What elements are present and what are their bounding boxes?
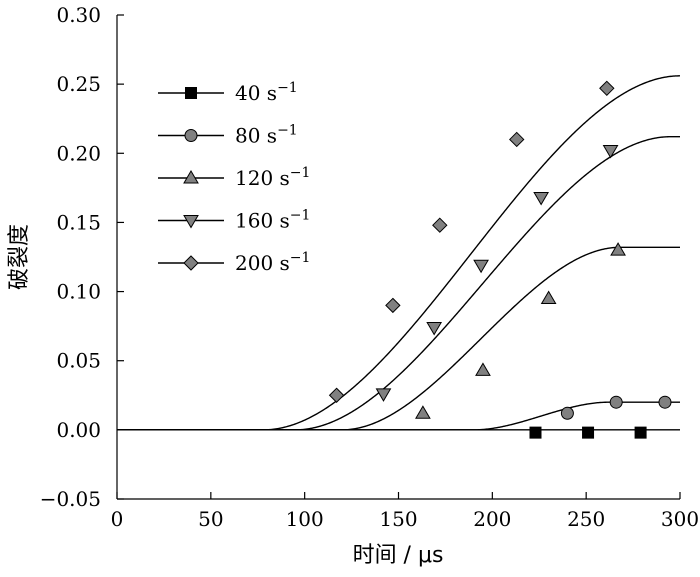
data-point-0 — [634, 426, 647, 439]
legend-item-3: 160 s−1 — [158, 208, 310, 233]
axes — [116, 15, 680, 500]
legend-label-1: 80 s−1 — [235, 123, 298, 148]
data-point-0 — [582, 426, 595, 439]
x-ticks: 0 50 100 150 200 250 300 — [111, 492, 699, 531]
x-tick-label: 300 — [661, 507, 699, 531]
data-point-2 — [415, 405, 431, 419]
x-axis-title: 时间 / μs — [353, 543, 444, 568]
legend-label-0: 40 s−1 — [235, 80, 298, 105]
legend-label-4: 200 s−1 — [235, 250, 310, 275]
data-point-3 — [375, 388, 392, 402]
legend-label-superscript: −1 — [277, 80, 298, 96]
legend-item-1: 80 s−1 — [158, 123, 298, 148]
y-tick-label: 0.25 — [56, 72, 101, 96]
data-point-1 — [609, 395, 623, 409]
data-point-4 — [509, 131, 525, 148]
curves — [117, 75, 680, 431]
legend-label-superscript: −1 — [290, 208, 311, 224]
data-point-3 — [426, 322, 443, 336]
x-tick-label: 100 — [286, 507, 324, 531]
data-point-4 — [432, 217, 448, 233]
series-line-3 — [117, 135, 680, 431]
legend-label-superscript: −1 — [290, 165, 311, 181]
data-point-3 — [533, 192, 549, 206]
x-tick-label: 0 — [111, 507, 124, 531]
y-tick-label: 0.30 — [56, 3, 101, 27]
y-tick-label: 0.10 — [56, 280, 101, 304]
data-point-1 — [658, 395, 672, 409]
series-line-1 — [117, 401, 680, 431]
data-point-2 — [475, 362, 491, 376]
y-tick-label: 0.20 — [56, 141, 101, 165]
legend-marker-3 — [183, 215, 199, 229]
series-line-4 — [117, 75, 680, 431]
data-point-3 — [602, 145, 619, 159]
data-point-1 — [560, 406, 574, 420]
data-point-0 — [529, 426, 542, 439]
y-tick-label: −0.05 — [40, 487, 101, 511]
data-point-2 — [610, 242, 626, 256]
data-point-3 — [473, 259, 489, 274]
x-tick-label: 150 — [379, 507, 417, 531]
x-tick-label: 200 — [473, 507, 511, 531]
x-tick-label: 50 — [198, 507, 223, 531]
y-ticks: −0.05 0.00 0.05 0.10 0.15 0.20 0.25 0.30 — [40, 3, 124, 511]
legend-label-superscript: −1 — [290, 250, 311, 266]
y-tick-label: 0.15 — [56, 210, 101, 234]
legend-item-2: 120 s−1 — [158, 165, 310, 190]
markers — [328, 80, 672, 439]
y-tick-label: 0.05 — [56, 349, 101, 373]
legend-marker-2 — [183, 170, 199, 184]
legend-label-superscript: −1 — [277, 123, 298, 139]
data-point-2 — [540, 290, 557, 304]
legend-marker-0 — [185, 87, 197, 99]
data-point-4 — [385, 297, 401, 314]
legend-marker-4 — [183, 255, 199, 271]
y-axis-title: 破裂度 — [7, 224, 32, 290]
legend-item-4: 200 s−1 — [158, 250, 310, 275]
data-point-4 — [599, 80, 615, 96]
legend: 40 s−1 80 s−1 120 s−1 160 s−1 200 s−1 — [158, 80, 310, 275]
y-tick-label: 0.00 — [56, 418, 101, 442]
legend-label-3: 160 s−1 — [235, 208, 310, 233]
legend-marker-1 — [184, 129, 198, 142]
data-point-4 — [328, 387, 345, 403]
legend-item-0: 40 s−1 — [158, 80, 298, 105]
x-tick-label: 250 — [567, 507, 605, 531]
legend-label-2: 120 s−1 — [235, 165, 310, 190]
